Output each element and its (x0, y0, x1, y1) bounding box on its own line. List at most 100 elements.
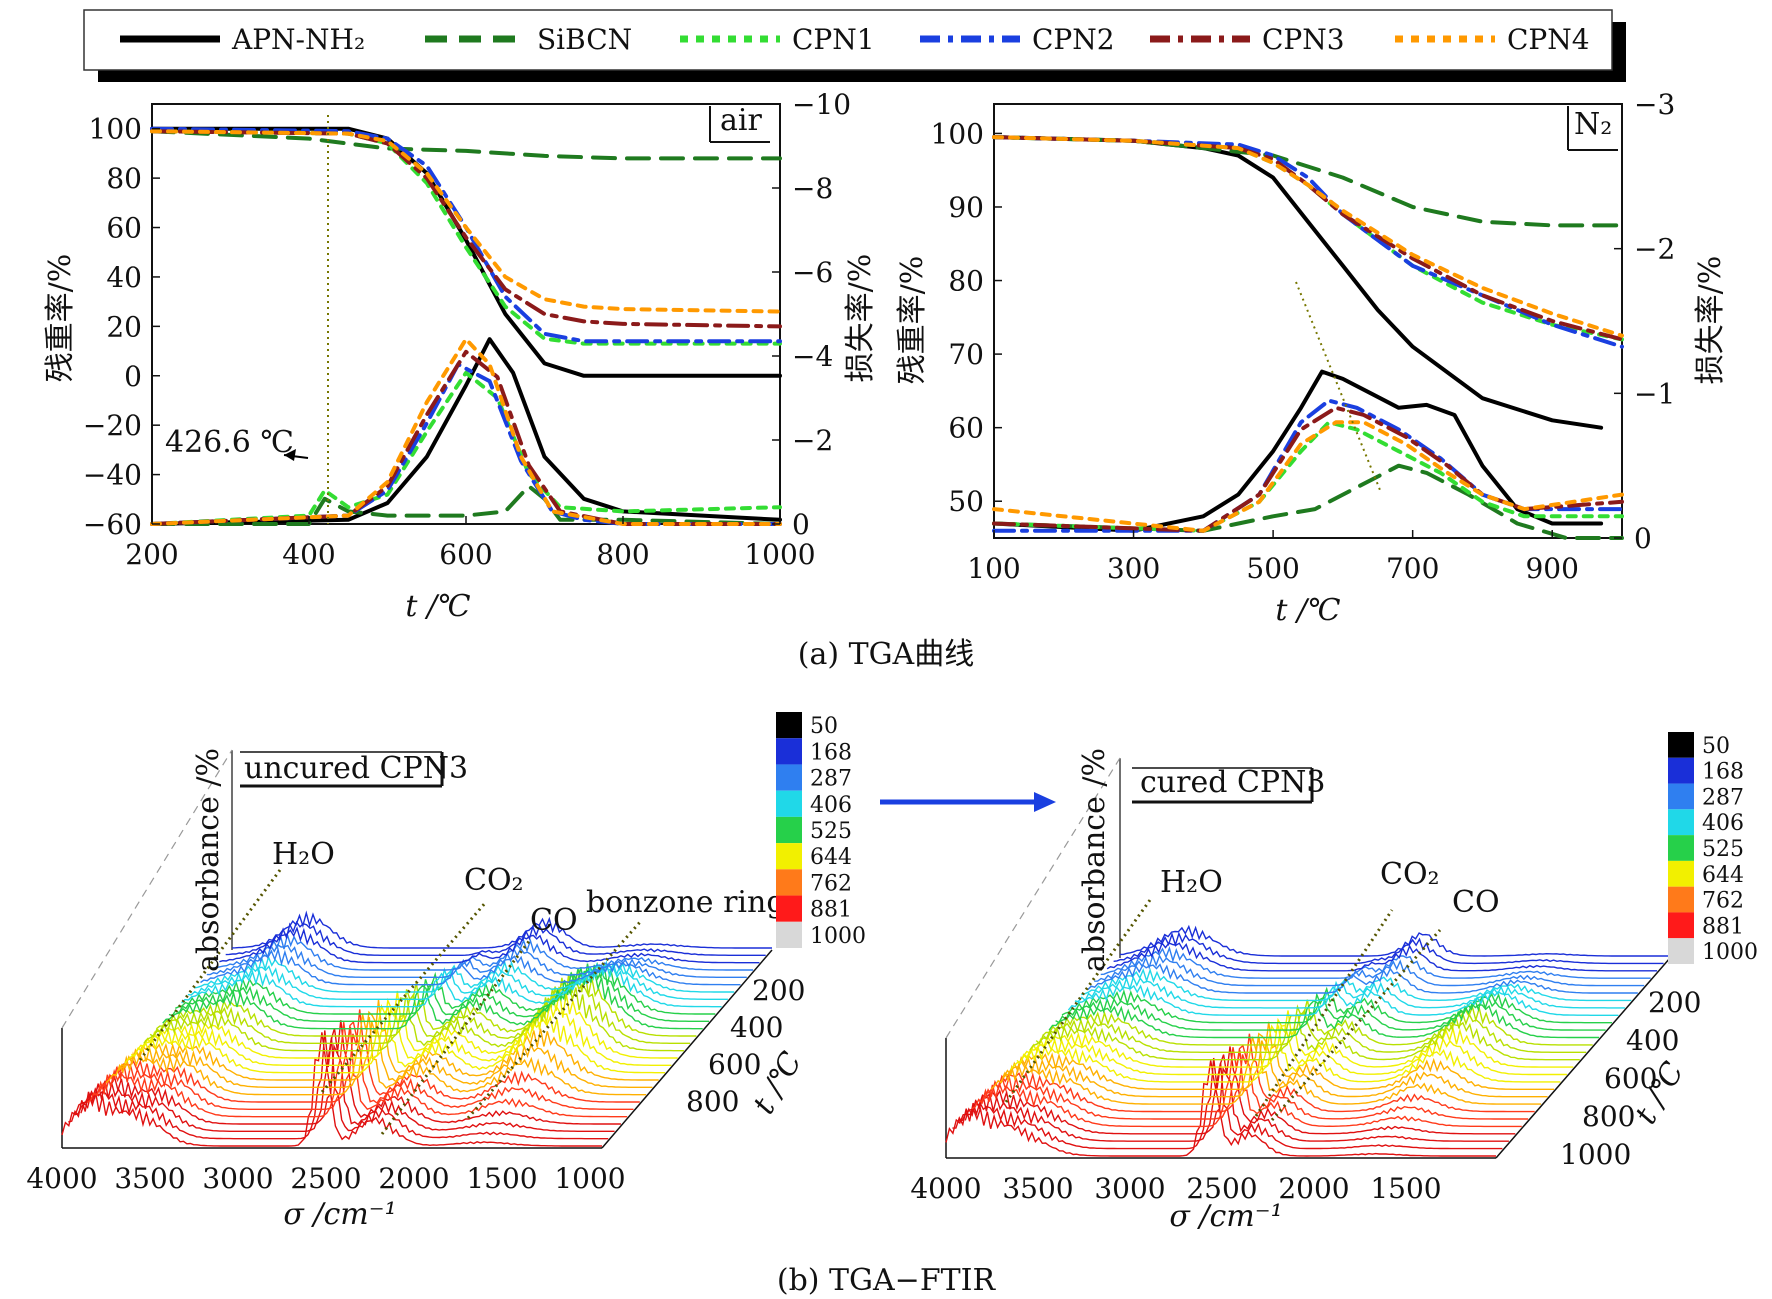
colorbar-swatch (776, 790, 802, 817)
spectrum-trace (984, 1033, 1535, 1113)
onset-annotation: 426.6 ℃ (165, 425, 294, 460)
peak-guide (1254, 909, 1394, 1117)
colorbar-label: 168 (810, 740, 852, 765)
loss-series-line (992, 463, 1624, 540)
y-tick-label: 40 (106, 261, 142, 294)
spectrum-trace (80, 1020, 621, 1125)
colorbar-label: 406 (810, 793, 852, 818)
air-y2label: 损失率/% (843, 254, 878, 383)
x-tick-label: 300 (1107, 552, 1160, 585)
peak-label: H₂O (1160, 865, 1223, 900)
spectrum-trace (93, 1020, 634, 1110)
peak-guide (466, 921, 642, 1119)
x-tick-label: 2000 (1278, 1172, 1349, 1205)
y2-tick-label: −10 (792, 88, 851, 121)
spectrum-trace (964, 1046, 1516, 1135)
colorbar-label: 762 (810, 871, 852, 896)
legend-label: CPN1 (792, 23, 875, 56)
spectrum-trace (175, 962, 716, 1015)
colorbar-label: 525 (1702, 837, 1744, 862)
t-tick-label: 400 (1626, 1024, 1679, 1057)
spectrum-trace (1100, 945, 1651, 979)
spectrum-trace (219, 926, 760, 964)
colorbar-swatch (776, 869, 802, 896)
n2-tag: N₂ (1574, 107, 1612, 142)
y2-tick-label: −1 (1634, 377, 1675, 410)
colorbar-swatch (776, 764, 802, 791)
x-tick-label: 3500 (114, 1162, 185, 1195)
spectrum-trace (1067, 984, 1619, 1016)
ftir-uncured-panel: 4000 3500 3000 2500 2000 1500 1000200400600800… (26, 712, 866, 1232)
n2-y2label: 损失率/% (1693, 256, 1728, 385)
colorbar-label: 287 (1702, 785, 1744, 810)
caption-b: (b) TGA−FTIR (777, 1263, 997, 1298)
colorbar-swatch (1668, 757, 1694, 784)
uncured-tag: uncured CPN3 (244, 751, 468, 786)
x-tick-label: 1000 (554, 1162, 625, 1195)
spectrum-trace (225, 920, 766, 956)
colorbar-swatch (776, 712, 802, 739)
colorbar-swatch (1668, 809, 1694, 836)
colorbar-label: 287 (810, 767, 852, 792)
legend: APN-NH₂ SiBCN CPN1 CPN2 CPN3 CPN4 (83, 9, 1626, 82)
colorbar-label: 525 (810, 819, 852, 844)
weight-series-line (992, 135, 1624, 228)
x-tick-label: 400 (282, 538, 335, 571)
colorbar-label: 644 (810, 845, 852, 870)
spectrum-trace (130, 997, 672, 1066)
spectrum-trace (1035, 1004, 1587, 1053)
cured-xlabel: σ /cm⁻¹ (1169, 1199, 1282, 1234)
colorbar-label: 50 (1702, 734, 1730, 759)
colorbar-swatch (1668, 732, 1694, 758)
spectrum-trace (1081, 967, 1632, 1002)
x-tick-label: 900 (1525, 552, 1578, 585)
spectrum-trace (231, 910, 772, 949)
weight-series-line (150, 129, 782, 314)
y-tick-label: −60 (83, 508, 142, 541)
y2-tick-label: −8 (792, 172, 833, 205)
spectrum-trace (1055, 992, 1606, 1031)
spectrum-trace (1106, 941, 1658, 972)
legend-entry: CPN2 (920, 23, 1115, 56)
colorbar-swatch (776, 816, 802, 844)
colorbar-label: 1000 (810, 924, 866, 949)
spectrum-trace (958, 1054, 1509, 1142)
uncured-zlabel: absorbance /% (191, 748, 226, 972)
air-tag-box: air (709, 103, 770, 143)
t-tick-label: 200 (752, 974, 805, 1007)
y-tick-label: 60 (106, 212, 142, 245)
tga-n2-frame (993, 103, 1623, 539)
y-tick-label: 0 (124, 360, 142, 393)
y-tick-label: 80 (948, 265, 984, 298)
t-tick-label: 800 (1582, 1100, 1635, 1133)
weight-series-line (150, 126, 782, 378)
colorbar-label: 762 (1702, 889, 1744, 914)
spectrum-trace (1016, 1017, 1567, 1076)
loss-series-line (150, 337, 782, 526)
peak-guide (320, 901, 488, 1093)
colorbar-label: 644 (1702, 863, 1744, 888)
x-tick-label: 2500 (1186, 1172, 1257, 1205)
spectrum-trace (187, 960, 728, 1000)
colorbar-swatch (776, 843, 802, 870)
colorbar-label: 406 (1702, 811, 1744, 836)
air-xlabel: t /℃ (405, 589, 470, 624)
spectrum-trace (137, 990, 678, 1059)
spectrum-trace (971, 1047, 1522, 1128)
spectrum-trace (99, 1009, 640, 1103)
spectrum-trace (105, 1014, 647, 1096)
weight-series-line (992, 135, 1604, 430)
colorbar-swatch (1668, 783, 1694, 810)
weight-series-line (992, 135, 1624, 338)
spectrum-trace (1048, 1000, 1600, 1039)
y-tick-label: 70 (948, 338, 984, 371)
t-tick-label: 800 (686, 1085, 739, 1118)
spectrum-trace (1120, 924, 1670, 957)
colorbar-swatch (1668, 860, 1694, 887)
n2-tag-box: N₂ (1567, 106, 1618, 151)
legend-label: CPN3 (1262, 23, 1345, 56)
t-tick-label: 1000 (1560, 1138, 1631, 1171)
y2-tick-label: 0 (1634, 522, 1652, 555)
legend-label: CPN4 (1507, 23, 1590, 56)
